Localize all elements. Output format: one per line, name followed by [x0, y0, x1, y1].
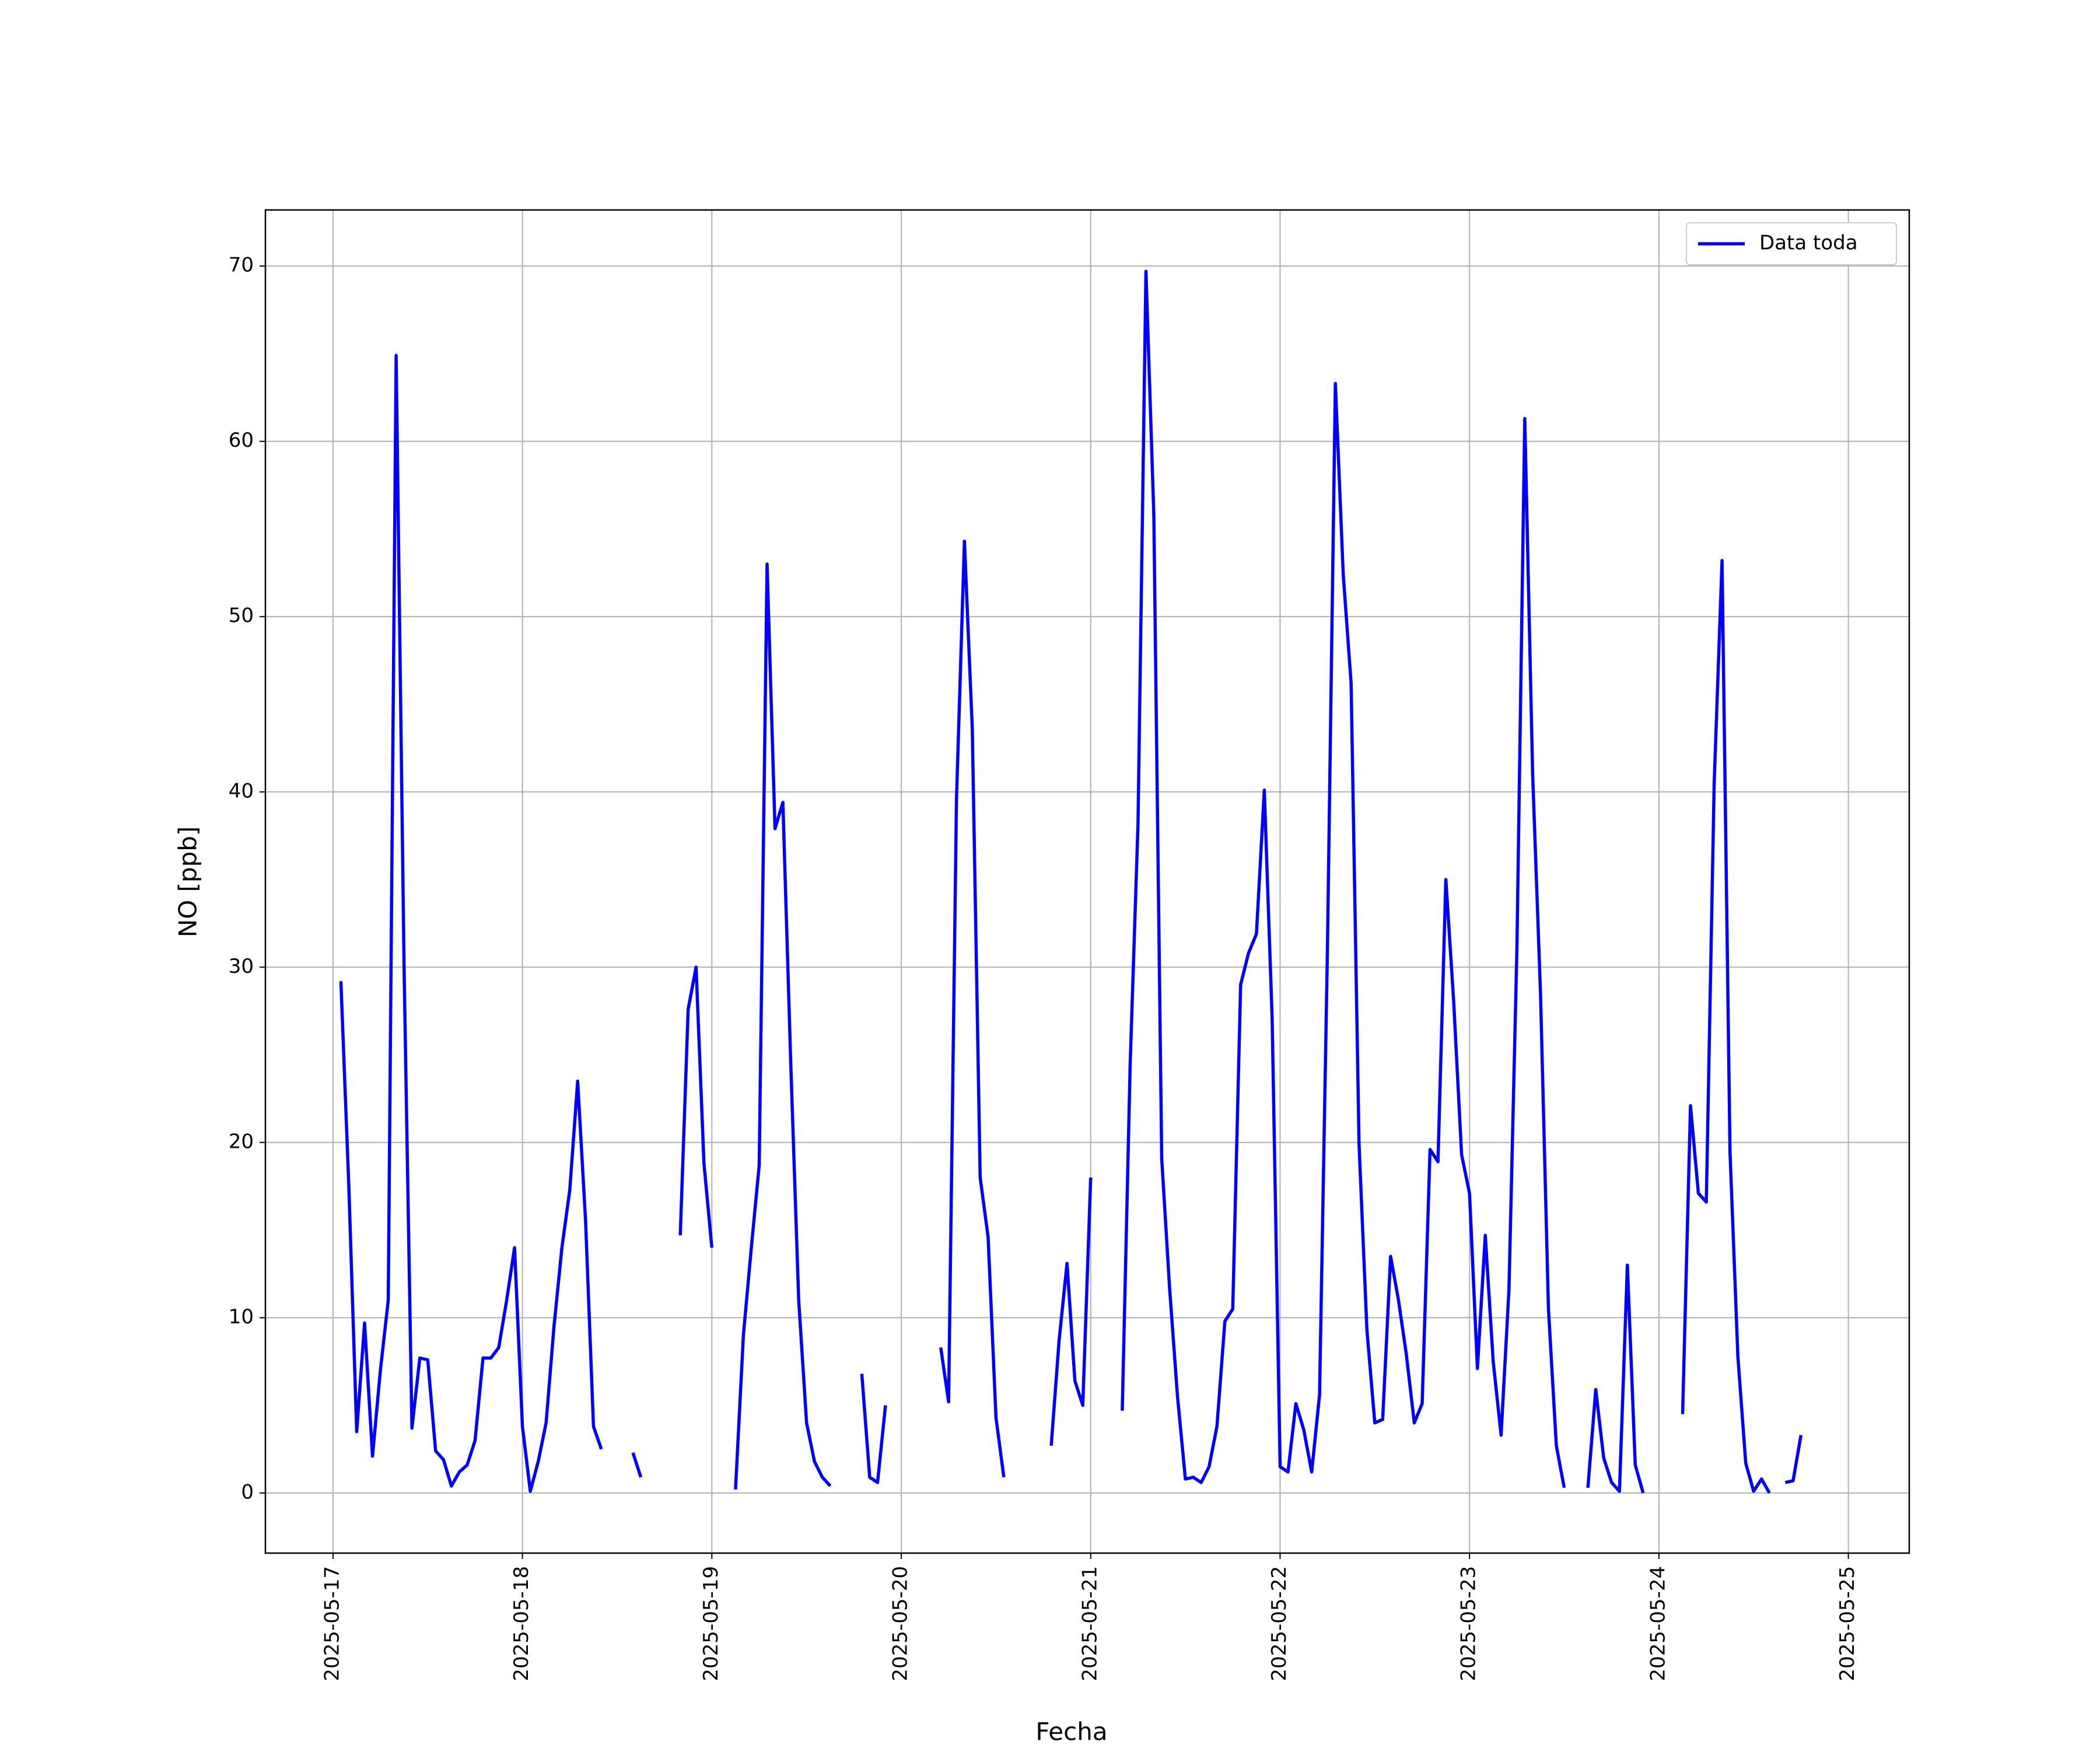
x-tick-label: 2025-05-25 [1836, 1566, 1859, 1681]
y-tick-label: 20 [229, 1130, 254, 1153]
plot-frame [264, 209, 1910, 1554]
x-tick-label: 2025-05-18 [510, 1566, 533, 1681]
y-tick-label: 40 [229, 779, 254, 803]
x-tick-label: 2025-05-22 [1268, 1566, 1291, 1681]
x-tick-label: 2025-05-23 [1457, 1566, 1480, 1681]
y-tick-label: 10 [229, 1305, 254, 1329]
y-tick-label: 30 [229, 955, 254, 978]
series-line [339, 269, 1803, 1494]
y-tick-label: 60 [229, 429, 254, 452]
legend-box [1686, 222, 1897, 265]
y-tick-label: 50 [229, 604, 254, 628]
x-tick-label: 2025-05-24 [1646, 1566, 1670, 1681]
y-tick-label: 70 [229, 254, 254, 277]
x-tick-label: 2025-05-21 [1078, 1566, 1101, 1681]
legend-label: Data toda [1759, 232, 1858, 255]
x-tick-label: 2025-05-19 [699, 1566, 723, 1681]
x-tick-label: 2025-05-20 [889, 1566, 912, 1681]
x-axis-label: Fecha [1035, 1718, 1107, 1746]
y-tick-label: 0 [241, 1480, 254, 1504]
x-tick-label: 2025-05-17 [320, 1566, 344, 1681]
y-axis-label: NO [ppb] [174, 826, 202, 938]
